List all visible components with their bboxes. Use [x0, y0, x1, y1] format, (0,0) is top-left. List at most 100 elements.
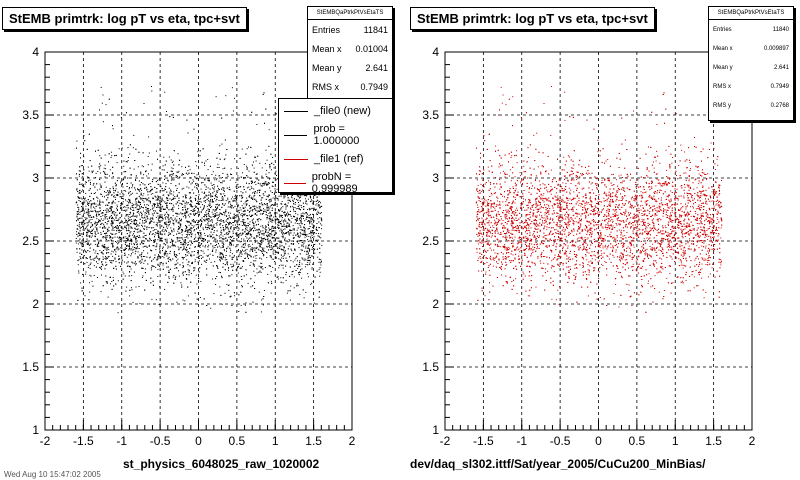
data-point: [308, 256, 310, 258]
data-point: [301, 244, 303, 246]
data-point: [261, 167, 263, 169]
data-point: [171, 238, 172, 240]
data-point: [162, 248, 164, 250]
data-point: [130, 248, 132, 249]
data-point: [304, 250, 306, 252]
data-point: [126, 223, 128, 225]
data-point: [174, 267, 176, 269]
data-point: [156, 150, 157, 152]
data-point: [112, 200, 114, 202]
data-point: [268, 221, 270, 223]
data-point: [270, 245, 272, 246]
data-point: [168, 276, 170, 278]
data-point: [191, 241, 193, 243]
data-point: [97, 197, 99, 199]
data-point: [78, 225, 80, 227]
data-point: [320, 206, 322, 208]
data-point: [280, 207, 282, 209]
data-point: [226, 149, 228, 150]
data-point: [228, 214, 230, 216]
data-point: [309, 221, 311, 223]
data-point: [285, 240, 287, 242]
data-point: [122, 186, 124, 188]
data-point: [241, 233, 243, 235]
data-point: [269, 265, 271, 267]
data-point: [82, 257, 83, 259]
data-point: [198, 260, 200, 262]
data-point: [225, 233, 227, 235]
data-point: [207, 218, 209, 220]
data-point: [136, 192, 138, 194]
data-point: [262, 255, 264, 257]
data-point: [141, 197, 143, 199]
data-point: [85, 208, 87, 210]
data-point: [110, 242, 112, 244]
data-point: [240, 221, 242, 223]
data-point: [227, 199, 229, 201]
data-point: [250, 286, 252, 288]
data-point: [249, 223, 251, 225]
data-point: [230, 173, 231, 175]
data-point: [256, 124, 258, 125]
data-point: [146, 256, 148, 258]
data-point: [247, 240, 248, 242]
data-point: [271, 227, 273, 229]
data-point: [156, 202, 158, 204]
data-point: [241, 205, 243, 207]
data-point: [247, 218, 248, 220]
data-point: [111, 155, 113, 157]
data-point: [204, 246, 206, 248]
data-point: [116, 209, 118, 210]
data-point: [215, 251, 217, 253]
data-point: [290, 193, 292, 195]
data-point: [105, 204, 107, 206]
data-point: [257, 248, 259, 250]
data-point: [102, 237, 104, 239]
data-point: [177, 262, 179, 264]
data-point: [79, 228, 81, 230]
data-point: [85, 181, 87, 183]
data-point: [271, 231, 273, 233]
y-tick-label: 3: [32, 171, 39, 185]
data-point: [193, 180, 195, 182]
data-point: [271, 218, 273, 220]
data-point: [264, 211, 266, 212]
data-point: [275, 223, 277, 225]
data-point: [112, 242, 114, 244]
data-point: [182, 257, 184, 259]
data-point: [222, 238, 224, 240]
data-point: [142, 222, 144, 224]
data-point: [264, 251, 266, 253]
data-point: [127, 261, 129, 263]
data-point: [88, 220, 90, 222]
data-point: [124, 247, 126, 249]
data-point: [259, 208, 261, 210]
data-point: [308, 260, 310, 261]
data-point: [130, 193, 132, 195]
data-point: [269, 228, 270, 230]
data-point: [185, 206, 187, 208]
data-point: [106, 252, 108, 253]
data-point: [77, 264, 79, 266]
data-point: [157, 183, 159, 185]
data-point: [249, 230, 251, 232]
data-point: [135, 250, 137, 252]
data-point: [142, 207, 144, 209]
data-point: [81, 203, 83, 204]
data-point: [138, 237, 140, 238]
data-point: [184, 214, 185, 216]
data-point: [121, 261, 123, 263]
data-point: [308, 233, 310, 235]
data-point: [234, 295, 236, 297]
data-point: [229, 222, 231, 224]
data-point: [143, 193, 145, 195]
data-point: [162, 228, 164, 230]
data-point: [271, 226, 273, 228]
data-point: [217, 217, 219, 219]
data-point: [92, 170, 94, 172]
data-point: [263, 237, 265, 239]
data-point: [129, 214, 131, 215]
data-point: [284, 238, 286, 240]
data-point: [217, 246, 219, 248]
data-point: [250, 207, 252, 208]
